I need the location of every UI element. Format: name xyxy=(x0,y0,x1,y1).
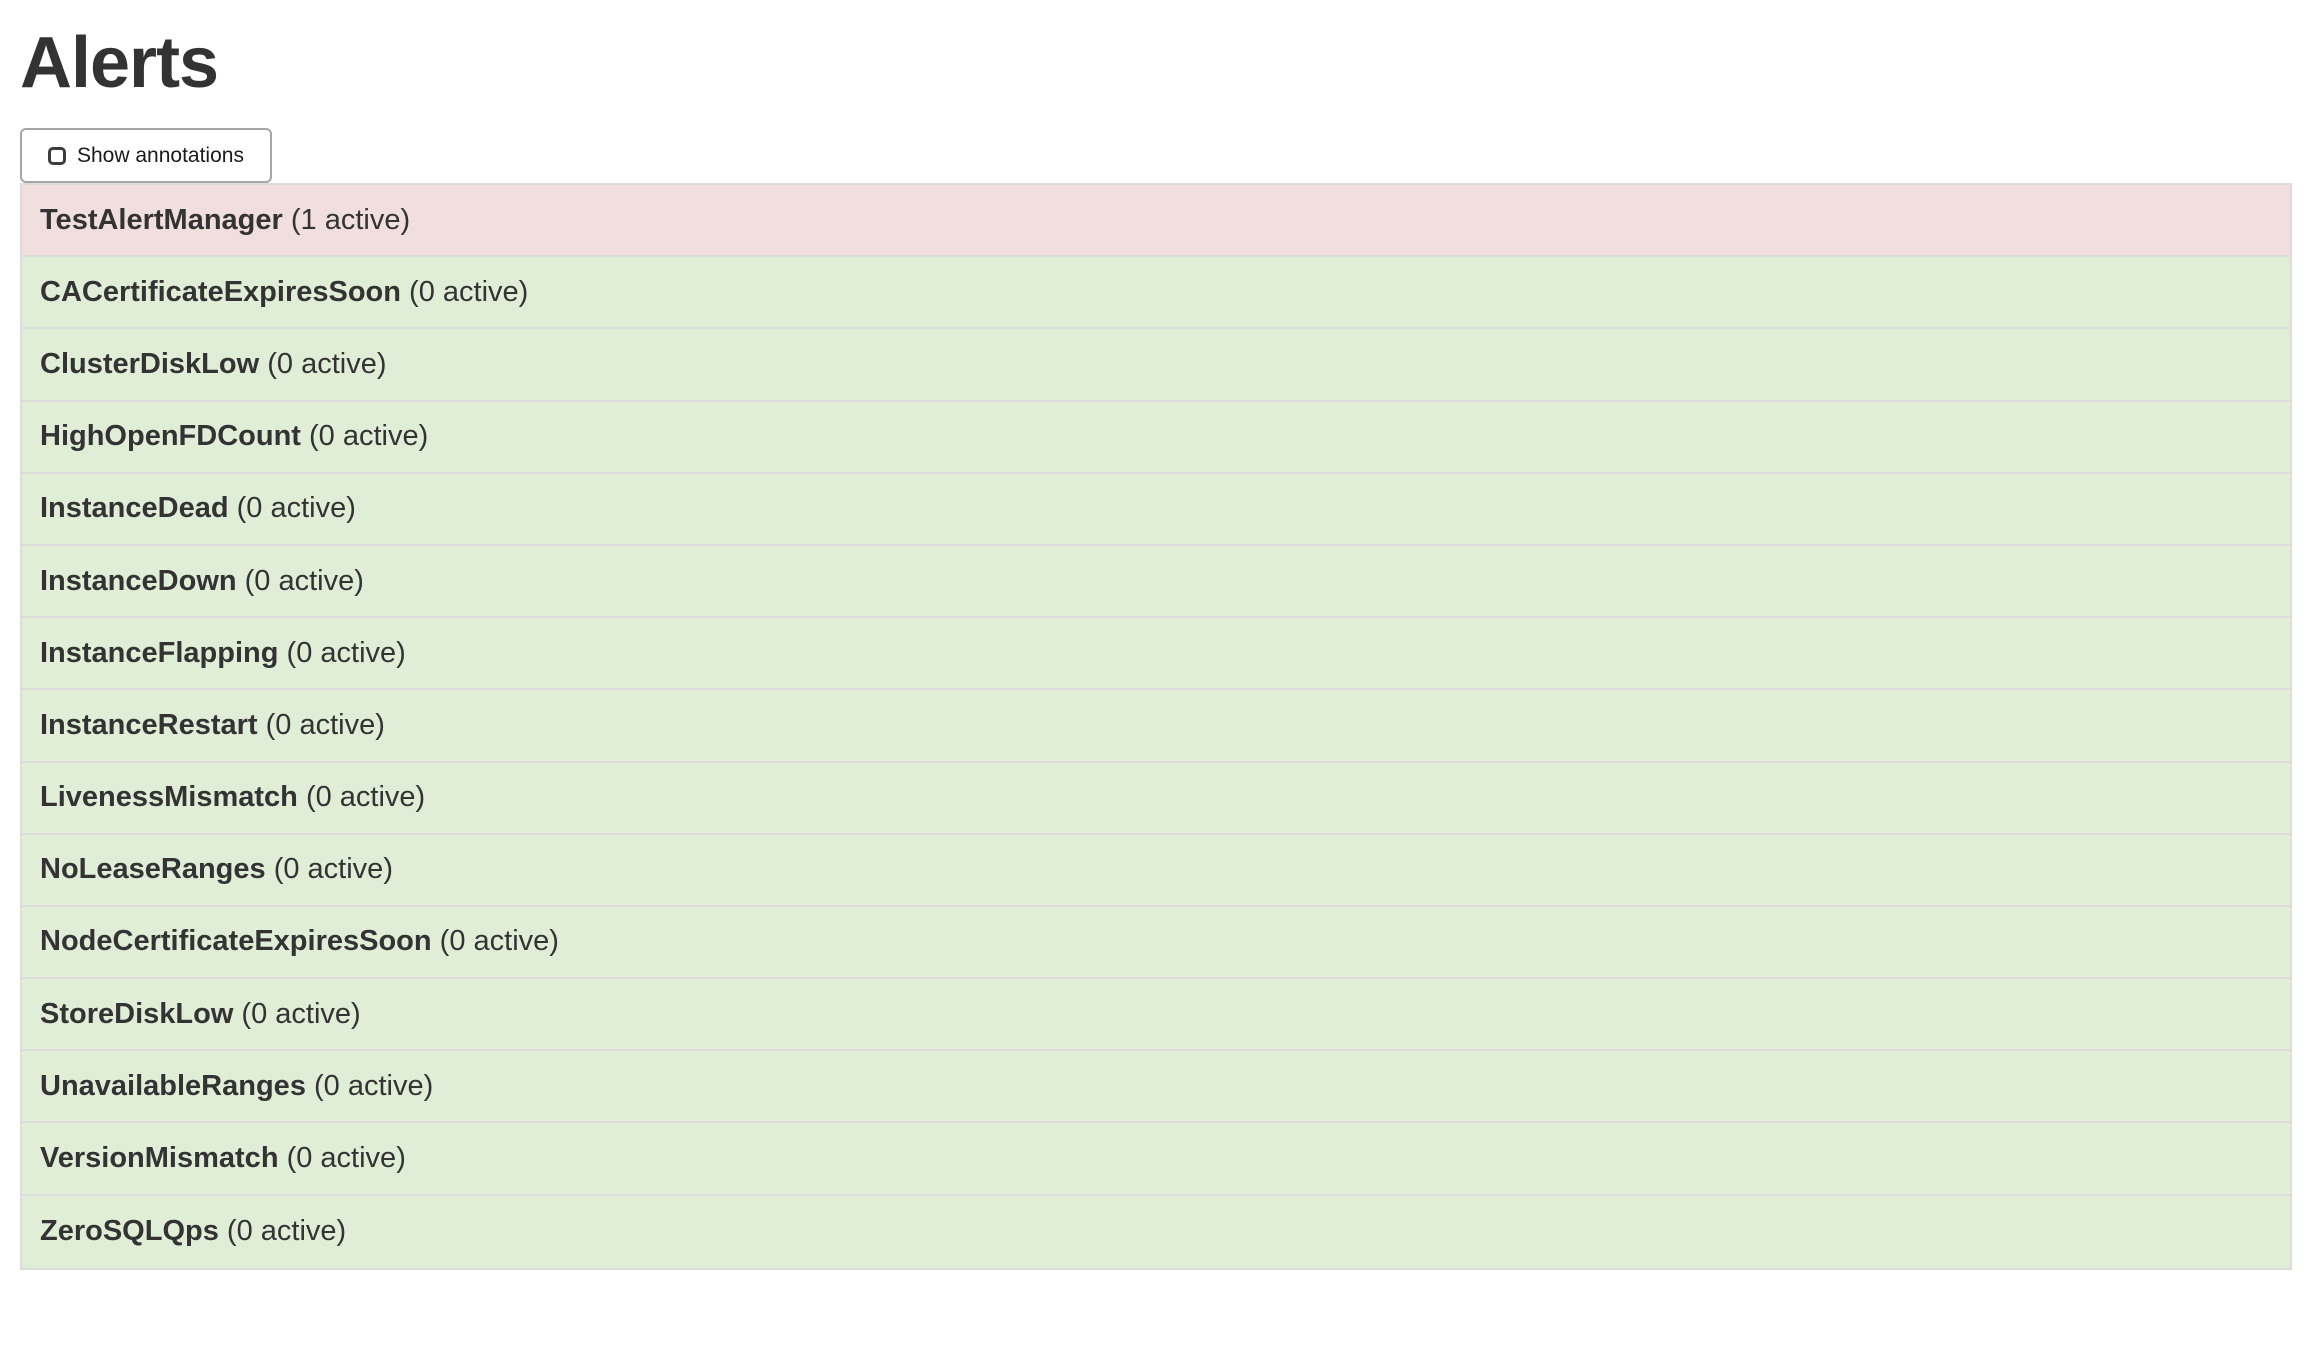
alert-count: (1 active) xyxy=(282,203,411,236)
alert-count: (0 active) xyxy=(297,781,426,814)
alert-row[interactable]: NoLeaseRanges (0 active) xyxy=(22,834,2290,907)
alert-row[interactable]: TestAlertManager (1 active) xyxy=(22,185,2290,258)
alert-row[interactable]: LivenessMismatch (0 active) xyxy=(22,762,2290,835)
alert-row[interactable]: CACertificateExpiresSoon (0 active) xyxy=(22,257,2290,330)
alert-name: VersionMismatch xyxy=(40,1142,279,1175)
alert-name: StoreDiskLow xyxy=(40,997,234,1030)
alert-name: NoLeaseRanges xyxy=(40,853,266,886)
alert-count: (0 active) xyxy=(257,708,385,741)
alert-row[interactable]: HighOpenFDCount (0 active) xyxy=(22,401,2290,474)
alert-row[interactable]: InstanceDown (0 active) xyxy=(22,545,2290,619)
alert-count: (0 active) xyxy=(228,492,356,525)
alert-name: InstanceDead xyxy=(40,492,229,525)
alert-name: NodeCertificateExpiresSoon xyxy=(40,925,432,958)
alert-count: (0 active) xyxy=(218,1215,347,1248)
show-annotations-button[interactable]: Show annotations xyxy=(20,128,272,183)
alerts-list: TestAlertManager (1 active) CACertificat… xyxy=(20,183,2292,1270)
alert-count: (0 active) xyxy=(265,853,393,886)
alert-row[interactable]: ZeroSQLQps (0 active) xyxy=(22,1195,2290,1268)
alert-row[interactable]: InstanceRestart (0 active) xyxy=(22,690,2290,763)
alert-name: UnavailableRanges xyxy=(40,1069,306,1102)
alert-count: (0 active) xyxy=(300,420,429,453)
alert-name: ZeroSQLQps xyxy=(40,1215,219,1248)
alert-name: InstanceFlapping xyxy=(40,636,279,669)
alert-count: (0 active) xyxy=(431,925,559,958)
alert-count: (0 active) xyxy=(278,1142,406,1175)
alert-row[interactable]: ClusterDiskLow (0 active) xyxy=(22,329,2290,402)
alert-row[interactable]: VersionMismatch (0 active) xyxy=(22,1123,2290,1196)
alert-row[interactable]: UnavailableRanges (0 active) xyxy=(22,1051,2290,1124)
alert-count: (0 active) xyxy=(305,1069,434,1102)
alert-row[interactable]: InstanceDead (0 active) xyxy=(22,473,2290,546)
alert-name: InstanceRestart xyxy=(40,708,258,741)
alert-name: TestAlertManager xyxy=(40,203,283,236)
alert-count: (0 active) xyxy=(233,997,361,1030)
alert-count: (0 active) xyxy=(236,564,364,597)
alert-name: LivenessMismatch xyxy=(40,781,298,814)
alert-count: (0 active) xyxy=(278,636,406,669)
alert-row[interactable]: InstanceFlapping (0 active) xyxy=(22,618,2290,691)
alert-name: HighOpenFDCount xyxy=(40,420,301,453)
alert-name: InstanceDown xyxy=(40,564,237,597)
checkbox-unchecked-icon[interactable] xyxy=(48,146,66,165)
alert-count: (0 active) xyxy=(259,347,387,380)
show-annotations-label: Show annotations xyxy=(77,143,244,167)
alert-count: (0 active) xyxy=(401,275,529,308)
alert-name: ClusterDiskLow xyxy=(40,347,260,380)
alert-name: CACertificateExpiresSoon xyxy=(40,275,401,308)
page-title: Alerts xyxy=(20,23,219,103)
alert-row[interactable]: StoreDiskLow (0 active) xyxy=(22,979,2290,1052)
alert-row[interactable]: NodeCertificateExpiresSoon (0 active) xyxy=(22,906,2290,980)
